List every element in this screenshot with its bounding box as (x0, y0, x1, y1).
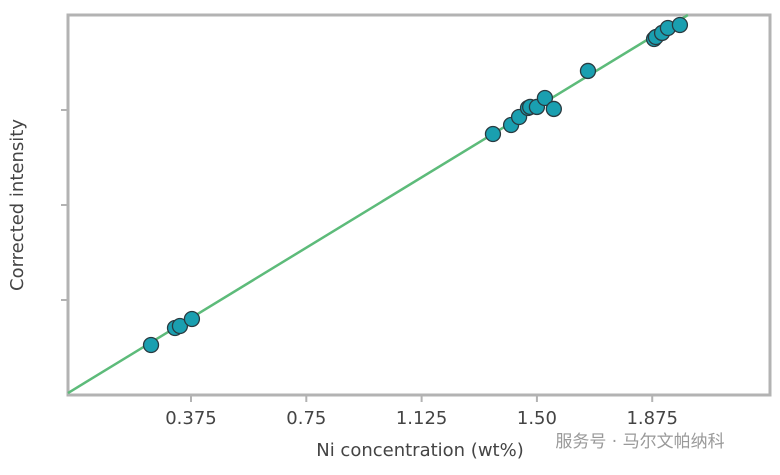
data-point (579, 62, 597, 80)
data-point (536, 89, 554, 107)
data-point (142, 336, 160, 354)
x-tick-label: 1.875 (626, 408, 678, 429)
x-tick-label: 1.50 (517, 408, 557, 429)
data-point (484, 125, 502, 143)
plot-frame (66, 13, 772, 397)
data-point (545, 100, 562, 118)
watermark: 服务号 · 马尔文帕纳科 (555, 432, 724, 452)
x-tick-label: 1.125 (396, 408, 448, 429)
x-tick-label: 0.75 (286, 408, 326, 429)
data-point (183, 310, 201, 328)
x-axis-label: Ni concentration (wt%) (316, 440, 524, 461)
y-axis-label: Corrected intensity (7, 119, 28, 291)
data-point (671, 16, 689, 34)
x-tick-label: 0.375 (165, 408, 217, 429)
data-point (171, 317, 189, 335)
